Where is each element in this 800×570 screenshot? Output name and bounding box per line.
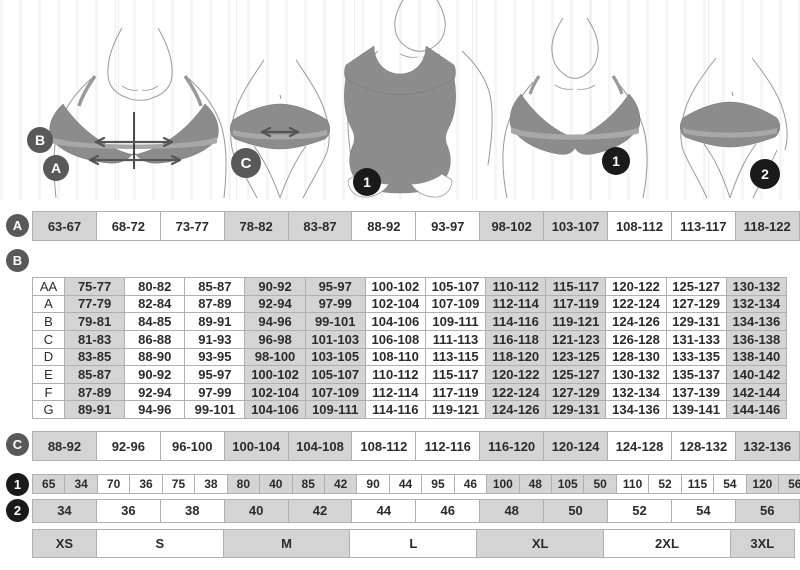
svg-text:1: 1 [612,153,620,169]
svg-text:2: 2 [761,166,769,182]
svg-text:B: B [35,132,45,148]
svg-text:C: C [241,155,252,172]
svg-text:1: 1 [363,174,371,190]
svg-text:A: A [51,160,61,176]
